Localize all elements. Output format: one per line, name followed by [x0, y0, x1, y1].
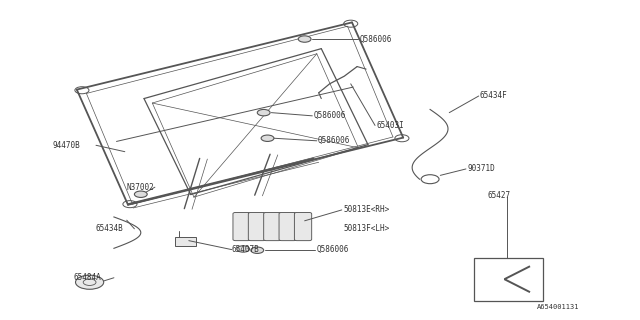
Text: Q586006: Q586006 [316, 245, 349, 254]
FancyBboxPatch shape [248, 212, 266, 241]
FancyBboxPatch shape [264, 212, 281, 241]
Text: 50813F<LH>: 50813F<LH> [343, 224, 389, 233]
Circle shape [251, 247, 264, 253]
FancyBboxPatch shape [233, 212, 250, 241]
Text: N37002: N37002 [126, 183, 154, 192]
Text: 65403I: 65403I [376, 121, 404, 130]
Text: 94470B: 94470B [52, 141, 80, 150]
FancyBboxPatch shape [279, 212, 296, 241]
Circle shape [261, 135, 274, 141]
Bar [175, 237, 196, 246]
Text: Q586006: Q586006 [360, 35, 392, 44]
Circle shape [237, 246, 250, 252]
Text: 65484A: 65484A [74, 273, 101, 282]
Text: 65434F: 65434F [480, 91, 508, 100]
Text: 90371D: 90371D [467, 164, 495, 173]
Text: A654001131: A654001131 [537, 304, 579, 309]
Text: 65407B: 65407B [232, 245, 259, 254]
Text: Q586006: Q586006 [314, 111, 346, 120]
Circle shape [76, 275, 104, 289]
Circle shape [134, 191, 147, 197]
Text: 50813E<RH>: 50813E<RH> [343, 205, 389, 214]
Text: 65427: 65427 [488, 191, 511, 200]
Text: Q586006: Q586006 [318, 136, 351, 145]
Text: 65434B: 65434B [96, 224, 124, 233]
FancyBboxPatch shape [294, 212, 312, 241]
Circle shape [257, 109, 270, 116]
Circle shape [298, 36, 311, 42]
Bar [474, 258, 543, 301]
